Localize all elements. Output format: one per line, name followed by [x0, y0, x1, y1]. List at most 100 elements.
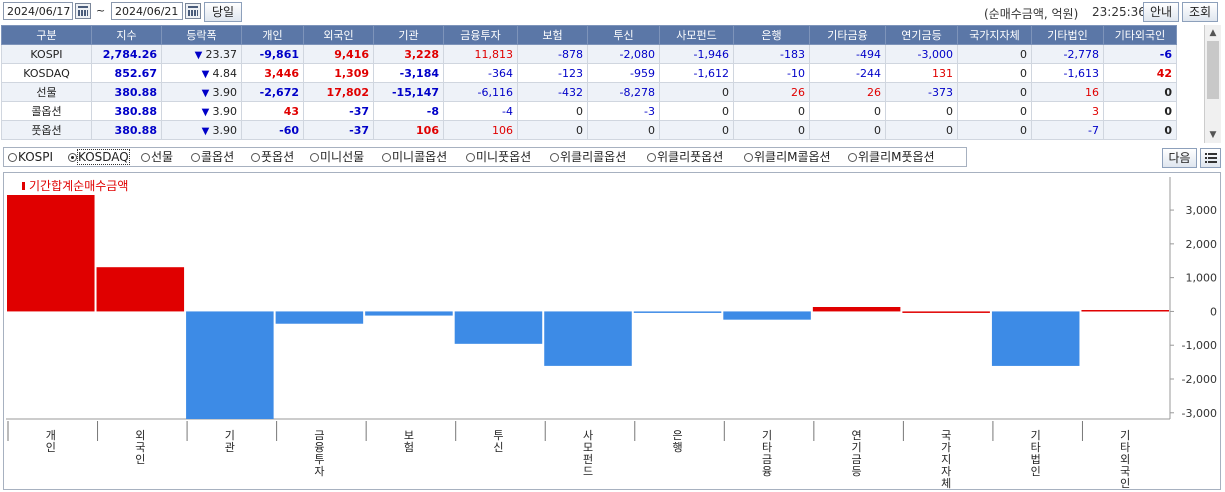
value-cell: 42 [1103, 63, 1177, 83]
calendar-icon[interactable] [75, 3, 91, 19]
radio-weekly-m-put-option[interactable]: 위클리M풋옵션 [848, 150, 935, 164]
column-header: 등락폭 [161, 25, 242, 45]
change-value: 3.90 [212, 104, 238, 118]
radio-icon [744, 153, 753, 162]
value-cell: -432 [517, 82, 588, 102]
column-header: 기타금융 [809, 25, 886, 45]
value-cell: -244 [809, 63, 886, 83]
value-cell: -6,116 [443, 82, 518, 102]
column-header: 기타외국인 [1103, 25, 1177, 45]
down-arrow-icon: ▼ [201, 68, 210, 80]
down-arrow-icon: ▼ [194, 49, 203, 61]
index-value: 380.88 [91, 120, 162, 140]
value-cell: 0 [517, 101, 588, 121]
radio-label: 위클리풋옵션 [657, 150, 724, 164]
value-cell: 43 [241, 101, 304, 121]
table-row[interactable]: KOSPI 2,784.26 ▼ 23.37 -9,861 9,416 3,228… [1, 44, 1177, 64]
change-cell: ▼ 3.90 [161, 82, 242, 102]
scroll-thumb[interactable] [1207, 41, 1219, 99]
value-cell: 3,228 [373, 44, 444, 64]
radio-mini-futures[interactable]: 미니선물 [310, 150, 364, 164]
radio-mini-call-option[interactable]: 미니콜옵션 [382, 150, 447, 164]
search-button[interactable]: 조회 [1182, 2, 1218, 22]
radio-label: 풋옵션 [261, 150, 295, 164]
bar [902, 311, 990, 313]
value-cell: -8 [373, 101, 444, 121]
value-cell: -8,278 [587, 82, 660, 102]
radio-icon [550, 153, 559, 162]
bar [812, 307, 901, 312]
value-cell: -6 [1103, 44, 1177, 64]
y-tick-label: 2,000 [1186, 238, 1218, 251]
value-cell: 26 [733, 82, 810, 102]
radio-kosdaq[interactable]: KOSDAQ [68, 149, 130, 165]
radio-label: KOSPI [18, 150, 54, 164]
value-cell: -878 [517, 44, 588, 64]
radio-futures[interactable]: 선물 [141, 150, 173, 164]
change-cell: ▼ 3.90 [161, 101, 242, 121]
value-cell: 3,446 [241, 63, 304, 83]
table-row[interactable]: 풋옵션 380.88 ▼ 3.90 -60 -37 106 106 0 0 0 0… [1, 120, 1177, 140]
value-cell: 0 [885, 120, 958, 140]
next-button[interactable]: 다음 [1162, 148, 1197, 168]
list-menu-icon[interactable] [1200, 148, 1221, 168]
value-cell: 131 [885, 63, 958, 83]
value-cell: -959 [587, 63, 660, 83]
radio-kospi[interactable]: KOSPI [8, 150, 53, 164]
value-cell: 0 [957, 82, 1032, 102]
value-cell: -2,080 [587, 44, 660, 64]
value-cell: 0 [885, 101, 958, 121]
bar [275, 311, 364, 324]
radio-weekly-call-option[interactable]: 위클리콜옵션 [550, 150, 626, 164]
y-tick-label: 1,000 [1186, 272, 1218, 285]
today-button[interactable]: 당일 [204, 2, 242, 22]
radio-weekly-put-option[interactable]: 위클리풋옵션 [647, 150, 723, 164]
bar [723, 311, 811, 320]
value-cell: 0 [733, 101, 810, 121]
radio-icon [251, 153, 260, 162]
radio-label: 미니풋옵션 [476, 150, 532, 164]
column-header: 외국인 [303, 25, 374, 45]
value-cell: 0 [659, 120, 734, 140]
menu-lines-icon [1204, 153, 1217, 163]
y-tick-label: -3,000 [1182, 407, 1217, 420]
value-cell: 0 [1103, 82, 1177, 102]
end-date-input[interactable]: 2024/06/21 [111, 2, 183, 20]
radio-put-option[interactable]: 풋옵션 [251, 150, 294, 164]
table-scrollbar[interactable]: ▲ ▼ [1204, 25, 1221, 143]
column-header: 개인 [241, 25, 304, 45]
down-arrow-icon: ▼ [201, 106, 210, 118]
column-header: 기타법인 [1031, 25, 1104, 45]
radio-mini-put-option[interactable]: 미니풋옵션 [466, 150, 531, 164]
market-name: 풋옵션 [1, 120, 92, 140]
radio-weekly-m-call-option[interactable]: 위클리M콜옵션 [744, 150, 831, 164]
change-cell: ▼ 23.37 [161, 44, 242, 64]
calendar-icon[interactable] [185, 3, 201, 19]
index-value: 380.88 [91, 101, 162, 121]
column-header: 지수 [91, 25, 162, 45]
table-row[interactable]: 선물 380.88 ▼ 3.90 -2,672 17,802 -15,147 -6… [1, 82, 1177, 102]
bar [7, 195, 95, 312]
guide-button[interactable]: 안내 [1143, 2, 1179, 22]
column-header: 연기금등 [885, 25, 958, 45]
start-date-input[interactable]: 2024/06/17 [3, 2, 73, 20]
scroll-down-icon[interactable]: ▼ [1209, 130, 1217, 140]
value-cell: -37 [303, 101, 374, 121]
value-cell: -1,946 [659, 44, 734, 64]
table-row[interactable]: 콜옵션 380.88 ▼ 3.90 43 -37 -8 -4 0 -3 0 0 0… [1, 101, 1177, 121]
radio-label: 미니선물 [320, 150, 365, 164]
market-name: 콜옵션 [1, 101, 92, 121]
change-value: 3.90 [212, 85, 238, 99]
value-cell: -60 [241, 120, 304, 140]
value-cell: -183 [733, 44, 810, 64]
scroll-up-icon[interactable]: ▲ [1209, 28, 1217, 38]
investor-flow-table: 구분 지수 등락폭 개인 외국인 기관 금융투자 보험 투신 사모펀드 은행 기… [1, 25, 1177, 140]
radio-icon [310, 153, 319, 162]
index-value: 380.88 [91, 82, 162, 102]
change-cell: ▼ 4.84 [161, 63, 242, 83]
value-cell: 0 [517, 120, 588, 140]
radio-call-option[interactable]: 콜옵션 [191, 150, 234, 164]
table-row[interactable]: KOSDAQ 852.67 ▼ 4.84 3,446 1,309 -3,184 -… [1, 63, 1177, 83]
